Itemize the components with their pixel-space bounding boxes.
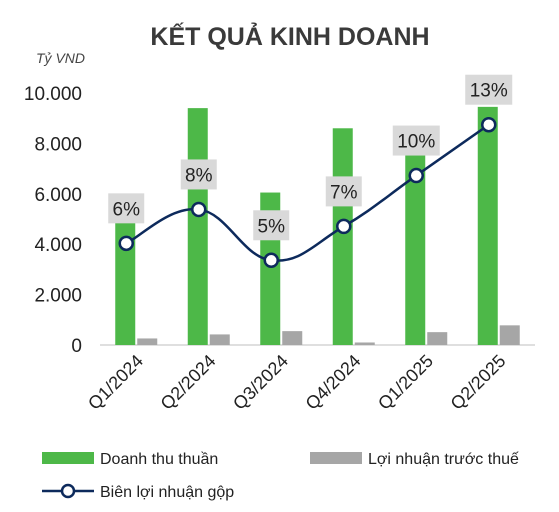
margin-label-box bbox=[108, 193, 145, 224]
y-axis: 0 2.000 4.000 6.000 8.000 10.000 bbox=[24, 84, 82, 357]
profit-bar bbox=[209, 334, 230, 345]
profit-bar bbox=[137, 338, 158, 345]
x-tick-label: Q2/2025 bbox=[447, 351, 510, 414]
margin-data-label: 7% bbox=[330, 182, 358, 203]
margin-point bbox=[263, 252, 279, 269]
profit-bar bbox=[499, 325, 520, 345]
legend-swatch-margin-marker bbox=[60, 483, 76, 499]
revenue-bar bbox=[187, 108, 208, 346]
margin-point bbox=[118, 235, 134, 252]
margin-point bbox=[481, 116, 497, 133]
x-tick-label: Q4/2024 bbox=[302, 351, 365, 414]
profit-bar bbox=[354, 342, 375, 345]
revenue-bar bbox=[332, 128, 353, 345]
margin-data-label: 8% bbox=[185, 165, 213, 186]
margin-label-box bbox=[465, 74, 513, 105]
x-tick-label: Q3/2024 bbox=[229, 351, 292, 414]
profit-bar bbox=[427, 332, 448, 345]
revenue-bar bbox=[405, 149, 426, 345]
margin-label-box bbox=[180, 159, 217, 190]
legend: Doanh thu thuần Lợi nhuận trước thuế Biên … bbox=[42, 451, 519, 501]
legend-label-margin: Biên lợi nhuận gộp bbox=[100, 484, 234, 501]
revenue-bar bbox=[115, 221, 136, 345]
margin-data-label: 5% bbox=[258, 216, 286, 237]
revenue-bar bbox=[477, 106, 498, 345]
margin-label-box bbox=[392, 125, 440, 156]
x-tick-label: Q1/2024 bbox=[84, 351, 147, 414]
y-tick-label: 10.000 bbox=[24, 84, 82, 105]
margin-data-label: 6% bbox=[113, 199, 141, 220]
x-tick-label: Q1/2025 bbox=[374, 351, 437, 414]
profit-bar bbox=[282, 331, 303, 345]
y-tick-label: 4.000 bbox=[34, 235, 82, 256]
margin-data-label: 13% bbox=[470, 81, 508, 102]
y-tick-label: 0 bbox=[71, 336, 82, 357]
margin-data-label: 10% bbox=[397, 132, 435, 153]
x-tick-label: Q2/2024 bbox=[157, 351, 220, 414]
legend-swatch-revenue bbox=[42, 452, 94, 464]
margin-point bbox=[408, 167, 424, 184]
bars-layer bbox=[115, 106, 520, 346]
chart-title: KẾT QUẢ KINH DOANH bbox=[150, 21, 429, 51]
legend-label-profit: Lợi nhuận trước thuế bbox=[368, 451, 519, 468]
legend-swatch-profit bbox=[310, 452, 362, 464]
margin-point bbox=[191, 201, 207, 218]
y-unit-label: Tỷ VND bbox=[36, 50, 85, 66]
y-tick-label: 8.000 bbox=[34, 134, 82, 155]
y-tick-label: 2.000 bbox=[34, 286, 82, 307]
margin-point bbox=[336, 218, 352, 235]
x-axis: Q1/2024 Q2/2024 Q3/2024 Q4/2024 Q1/2025 Q2/20… bbox=[84, 351, 509, 414]
margin-label-box bbox=[325, 176, 362, 207]
margin-label-box bbox=[253, 210, 290, 241]
margin-line-layer: 6% 8% 5% 7% 10% 13% bbox=[108, 74, 513, 269]
y-tick-label: 6.000 bbox=[34, 185, 82, 206]
legend-label-revenue: Doanh thu thuần bbox=[100, 451, 218, 468]
